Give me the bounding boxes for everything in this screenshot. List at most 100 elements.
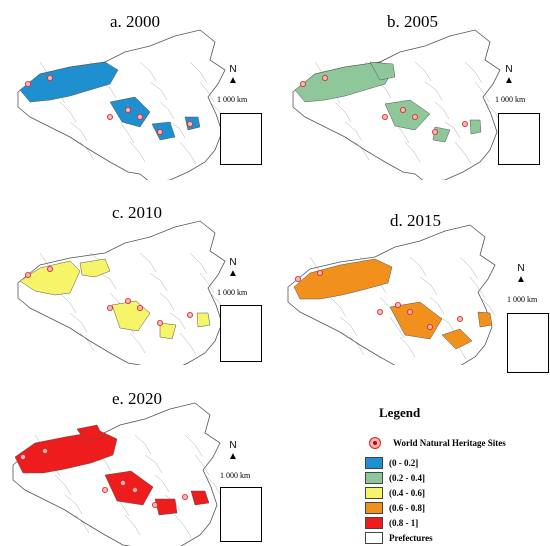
heritage-site-marker	[132, 487, 139, 494]
heritage-site-marker	[125, 298, 132, 305]
prefecture-boundary	[344, 121, 363, 142]
prefecture-boundary	[194, 454, 210, 476]
heritage-site-marker	[407, 309, 414, 316]
scale-bar: 1 000 km	[220, 471, 251, 480]
legend-item-class: (0.6 - 0.8]	[365, 500, 545, 515]
prefecture-boundary	[134, 434, 152, 455]
heritage-site-marker	[412, 114, 419, 121]
prefecture-boundary	[74, 514, 90, 534]
prefecture-boundary	[439, 316, 456, 334]
heritage-site-marker	[317, 270, 324, 277]
legend-swatch	[365, 516, 383, 529]
heritage-site-marker	[382, 114, 389, 121]
scale-bar: 1 000 km	[217, 95, 248, 104]
prefecture-boundary	[444, 121, 461, 139]
panel-title: c. 2010	[112, 203, 163, 222]
map-panel-2020: e. 2020 N ▲ 1 000 km	[0, 370, 275, 546]
prefecture-boundary	[54, 474, 72, 496]
heritage-site-marker	[24, 81, 31, 88]
china-map-2020	[12, 402, 221, 546]
china-map-2015	[287, 224, 496, 365]
prefecture-boundary	[474, 81, 490, 103]
heritage-site-marker	[156, 320, 163, 327]
highlighted-prefecture	[384, 99, 431, 131]
country-outline	[287, 224, 496, 365]
prefecture-boundary	[454, 141, 472, 165]
china-map-2000	[17, 29, 226, 180]
prefecture-boundary	[169, 312, 186, 330]
prefecture-boundary	[354, 141, 370, 161]
china-map-2010	[17, 220, 226, 365]
heritage-site-marker	[137, 305, 144, 312]
legend-item-class: (0.4 - 0.6]	[365, 485, 545, 500]
highlighted-prefecture	[104, 470, 154, 506]
prefecture-boundary	[189, 252, 208, 275]
highlighted-prefecture	[369, 61, 396, 81]
prefecture-boundary	[59, 101, 77, 123]
south-china-sea-inset	[498, 113, 540, 165]
prefecture-boundary	[419, 276, 438, 296]
heritage-site-marker	[456, 316, 463, 323]
prefecture-boundary	[179, 141, 197, 165]
highlighted-prefecture	[190, 490, 210, 506]
highlighted-prefecture	[79, 258, 111, 278]
highlighted-prefecture	[477, 311, 493, 328]
map-panel-2010: c. 2010 N ▲ 1 000 km	[0, 185, 275, 365]
highlighted-prefecture	[159, 322, 177, 340]
heritage-site-marker	[137, 114, 144, 121]
heritage-site-marker	[377, 309, 384, 316]
scale-bar: 1 000 km	[507, 295, 538, 304]
legend-item-class: (0 - 0.2]	[365, 455, 545, 470]
china-map-2005	[292, 29, 501, 180]
map-panel-2000: a. 2000 N ▲ 1 000 km	[0, 0, 275, 180]
heritage-site-marker	[395, 302, 402, 309]
prefecture-boundary	[339, 316, 358, 337]
panel-title: e. 2020	[112, 389, 163, 408]
prefecture-boundary	[199, 272, 215, 294]
prefecture-boundary	[124, 514, 141, 536]
prefecture-boundary	[464, 61, 483, 84]
heritage-site-marker	[102, 487, 109, 494]
highlighted-prefecture	[293, 258, 393, 300]
prefecture-boundary	[429, 296, 445, 315]
heritage-site-marker	[400, 107, 407, 114]
prefecture-boundary	[79, 141, 95, 161]
prefecture-boundary	[424, 81, 443, 101]
highlighted-prefecture	[469, 119, 482, 135]
north-arrow-icon: N ▲	[228, 64, 238, 86]
heritage-site-marker	[431, 129, 438, 136]
heritage-site-marker	[125, 107, 132, 114]
prefecture-boundary	[469, 276, 485, 298]
prefecture-boundary	[159, 292, 175, 311]
highlighted-prefecture	[196, 312, 211, 328]
prefecture-boundary	[119, 121, 135, 144]
heritage-site-icon	[369, 436, 381, 449]
prefecture-boundary	[479, 296, 496, 317]
highlighted-prefecture	[154, 498, 178, 516]
south-china-sea-inset	[220, 305, 262, 362]
prefecture-boundary	[414, 61, 432, 82]
south-china-sea-inset	[220, 487, 262, 542]
prefecture-boundary	[334, 101, 352, 123]
heritage-site-marker	[461, 121, 468, 128]
prefecture-boundary	[129, 332, 146, 354]
legend-item-sites: World Natural Heritage Sites	[365, 435, 545, 450]
prefecture-boundary	[179, 332, 197, 356]
north-arrow-icon: N ▲	[516, 263, 526, 285]
prefecture-boundary	[409, 256, 427, 277]
heritage-site-marker	[107, 305, 114, 312]
prefecture-boundary	[199, 81, 215, 103]
prefecture-boundary	[154, 474, 170, 493]
heritage-site-marker	[186, 121, 193, 128]
prefecture-boundary	[329, 296, 347, 318]
prefecture-boundary	[69, 312, 88, 333]
prefecture-boundary	[174, 514, 192, 538]
heritage-site-marker	[47, 266, 54, 273]
legend-item-class: (0.8 - 1]	[365, 515, 545, 530]
legend-swatch	[365, 471, 383, 484]
prefecture-boundary	[149, 272, 168, 292]
highlighted-prefecture	[19, 61, 119, 103]
highlighted-prefecture	[151, 121, 176, 141]
highlighted-prefecture	[19, 260, 81, 296]
highlighted-prefecture	[14, 430, 118, 474]
